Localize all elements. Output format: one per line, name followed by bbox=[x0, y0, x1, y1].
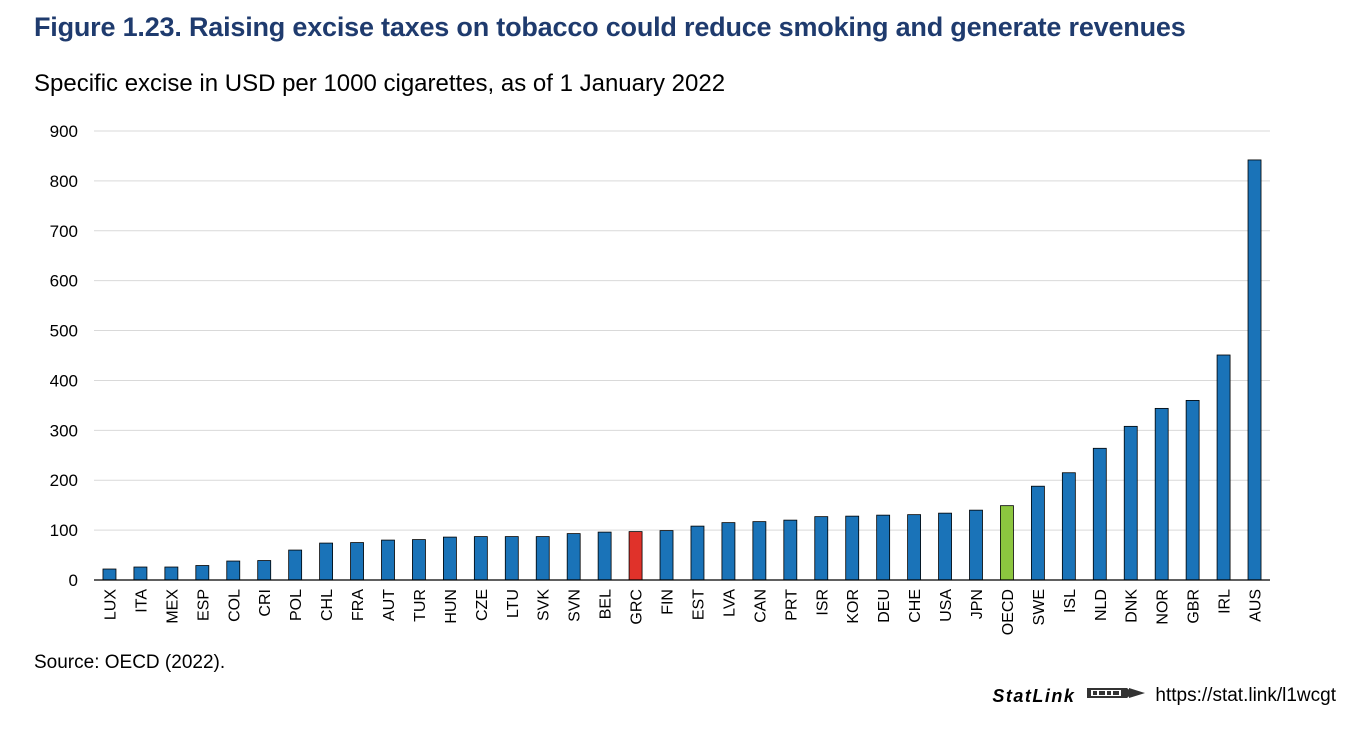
x-tick-label: TUR bbox=[412, 589, 429, 622]
y-tick-label: 600 bbox=[50, 272, 78, 291]
y-tick-label: 300 bbox=[50, 421, 78, 440]
x-tick-label: CHL bbox=[319, 589, 336, 621]
bar-chart: 0 100 200 300 400 500 600 700 800 900 LUX ITA MEX ES… bbox=[50, 122, 1270, 636]
source-note: Source: OECD (2022). bbox=[34, 652, 226, 673]
x-tick-label: HUN bbox=[443, 589, 460, 624]
chart-title: Figure 1.23. Raising excise taxes on tob… bbox=[34, 12, 1186, 42]
x-tick-label: LVA bbox=[721, 589, 738, 617]
bar-oecd bbox=[1000, 505, 1014, 581]
bar-svn bbox=[566, 533, 581, 581]
x-tick-label: BEL bbox=[598, 589, 615, 619]
x-tick-label: SWE bbox=[1031, 589, 1048, 625]
bar-usa bbox=[938, 512, 952, 581]
bar-che bbox=[907, 514, 922, 581]
bar-isr bbox=[814, 516, 829, 581]
y-tick-label: 0 bbox=[69, 571, 78, 590]
x-tick-label: DEU bbox=[876, 589, 893, 623]
bar-irl bbox=[1216, 354, 1231, 581]
x-tick-label: AUT bbox=[381, 589, 398, 621]
x-tick-label: AUS bbox=[1248, 589, 1265, 622]
y-tick-label: 100 bbox=[50, 521, 78, 540]
x-tick-label: POL bbox=[288, 589, 305, 621]
x-tick-label: USA bbox=[938, 589, 955, 622]
statlink-logo-icon bbox=[1085, 684, 1147, 708]
x-tick-label: CRI bbox=[257, 589, 274, 617]
bar-grc bbox=[628, 531, 643, 581]
statlink-url-link[interactable]: https://stat.link/l1wcgt bbox=[1155, 685, 1336, 706]
bar-fra bbox=[350, 542, 364, 581]
bar-can bbox=[752, 521, 767, 581]
bar-isl bbox=[1061, 472, 1076, 581]
x-tick-label: JPN bbox=[969, 589, 986, 619]
bar-tur bbox=[412, 539, 426, 581]
x-tick-label: SVK bbox=[536, 589, 553, 621]
x-tick-label: CZE bbox=[474, 589, 491, 621]
x-tick-label: COL bbox=[226, 589, 243, 622]
bar-nor bbox=[1154, 407, 1169, 581]
bar-lva bbox=[721, 522, 736, 581]
x-tick-label: ITA bbox=[133, 589, 150, 613]
x-tick-label: SVN bbox=[567, 589, 584, 622]
x-tick-label: NLD bbox=[1093, 589, 1110, 621]
bar-prt bbox=[783, 519, 798, 581]
bar-esp bbox=[195, 565, 210, 581]
y-tick-label: 500 bbox=[50, 322, 78, 341]
x-tick-label: NOR bbox=[1155, 589, 1172, 625]
x-tick-label: ISL bbox=[1062, 589, 1079, 613]
bar-swe bbox=[1030, 485, 1045, 581]
bar-hun bbox=[442, 536, 457, 581]
x-tick-label: CAN bbox=[752, 589, 769, 623]
bar-gbr bbox=[1185, 399, 1200, 581]
bar-kor bbox=[845, 515, 860, 581]
y-tick-label: 700 bbox=[50, 222, 78, 241]
x-tick-label: DNK bbox=[1124, 589, 1141, 623]
bar-chl bbox=[319, 542, 334, 581]
bar-lux bbox=[102, 568, 117, 581]
bar-est bbox=[690, 525, 705, 581]
y-tick-label: 400 bbox=[50, 371, 78, 390]
x-tick-label: IRL bbox=[1217, 589, 1234, 614]
x-tick-label: FIN bbox=[660, 589, 677, 615]
x-tick-label: GBR bbox=[1186, 589, 1203, 624]
statlink-brand: StatLink bbox=[992, 685, 1076, 706]
x-tick-label: MEX bbox=[164, 589, 181, 624]
x-tick-label: CHE bbox=[907, 589, 924, 623]
bar-ita bbox=[133, 566, 148, 581]
x-tick-label: LUX bbox=[102, 589, 119, 620]
bar-pol bbox=[288, 549, 303, 581]
x-axis-ticks: LUX ITA MEX ESP COL CRI POL CHL FRA AUT TUR HUN CZE L… bbox=[102, 589, 1264, 636]
bars bbox=[102, 159, 1262, 581]
x-tick-label: FRA bbox=[350, 589, 367, 621]
x-tick-label: ESP bbox=[195, 589, 212, 621]
bar-col bbox=[226, 560, 241, 581]
bar-aut bbox=[381, 539, 395, 581]
bar-ltu bbox=[504, 536, 519, 581]
x-tick-label: KOR bbox=[845, 589, 862, 624]
bar-aus bbox=[1247, 159, 1262, 581]
x-tick-label: ISR bbox=[814, 589, 831, 616]
y-axis-ticks: 0 100 200 300 400 500 600 700 800 900 bbox=[50, 122, 78, 590]
bar-cze bbox=[473, 536, 488, 581]
statlink[interactable]: StatLink https://stat.link/l1wcgt bbox=[992, 684, 1336, 708]
x-tick-label: OECD bbox=[1000, 589, 1017, 635]
bar-cri bbox=[257, 560, 272, 581]
y-tick-label: 900 bbox=[50, 122, 78, 141]
y-tick-label: 800 bbox=[50, 172, 78, 191]
y-tick-label: 200 bbox=[50, 471, 78, 490]
x-tick-label: LTU bbox=[505, 589, 522, 618]
bar-jpn bbox=[969, 509, 983, 581]
bar-nld bbox=[1092, 447, 1107, 581]
x-tick-label: EST bbox=[690, 589, 707, 620]
bar-mex bbox=[164, 566, 179, 581]
bar-fin bbox=[659, 530, 674, 581]
gridlines bbox=[94, 130, 1270, 531]
x-tick-label: PRT bbox=[783, 589, 800, 621]
bar-dnk bbox=[1123, 425, 1138, 581]
bar-deu bbox=[876, 514, 891, 581]
chart-subtitle: Specific excise in USD per 1000 cigarett… bbox=[34, 70, 726, 97]
bar-svk bbox=[535, 536, 550, 581]
x-tick-label: GRC bbox=[629, 589, 646, 625]
bar-bel bbox=[597, 531, 612, 581]
